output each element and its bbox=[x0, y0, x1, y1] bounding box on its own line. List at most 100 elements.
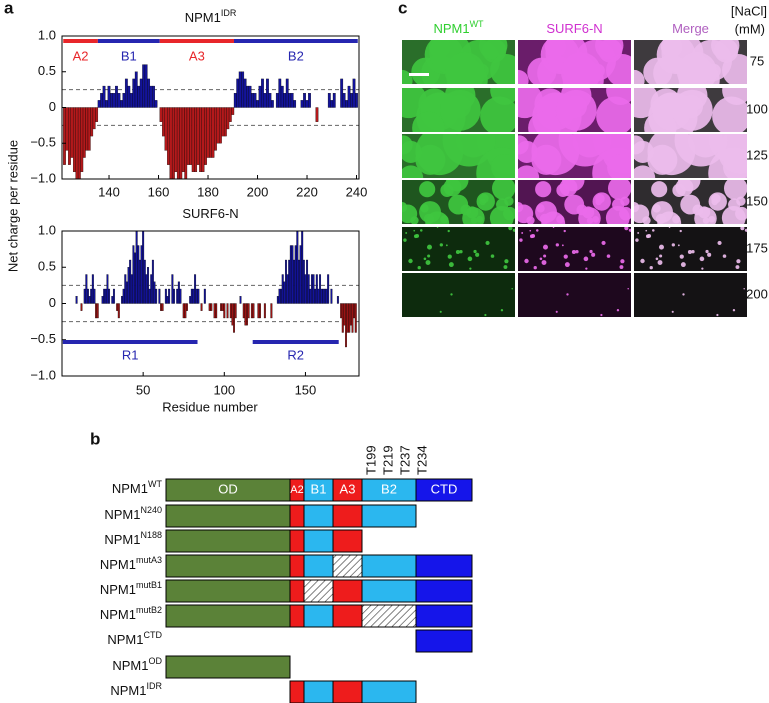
bar bbox=[103, 288, 106, 304]
bar bbox=[350, 93, 353, 108]
droplet bbox=[645, 234, 650, 239]
bar bbox=[293, 100, 297, 108]
droplet bbox=[436, 227, 439, 228]
domain-box bbox=[332, 554, 363, 578]
bar bbox=[302, 259, 305, 304]
bar bbox=[294, 245, 297, 304]
bar bbox=[281, 274, 284, 304]
droplet bbox=[485, 240, 490, 246]
bar bbox=[171, 274, 174, 304]
micrograph-background bbox=[518, 273, 631, 317]
bar bbox=[145, 274, 148, 304]
droplet bbox=[475, 252, 480, 257]
bar bbox=[100, 93, 103, 108]
droplet bbox=[564, 262, 570, 268]
plot-frame bbox=[61, 230, 360, 377]
bar bbox=[340, 303, 343, 319]
droplet bbox=[607, 180, 631, 200]
bar bbox=[231, 303, 234, 326]
droplet bbox=[645, 229, 648, 232]
droplet bbox=[606, 53, 631, 84]
x-tick-label: 180 bbox=[197, 184, 219, 199]
droplet bbox=[417, 266, 421, 270]
region-bar bbox=[234, 39, 358, 43]
droplet bbox=[519, 238, 523, 242]
droplet bbox=[655, 257, 659, 261]
bar bbox=[110, 93, 113, 108]
bar bbox=[275, 93, 279, 108]
bar bbox=[96, 303, 99, 319]
bar bbox=[241, 71, 245, 108]
droplet bbox=[526, 216, 535, 224]
bar bbox=[120, 100, 123, 108]
bar bbox=[233, 93, 237, 108]
bar bbox=[83, 288, 86, 304]
droplet bbox=[536, 204, 545, 213]
bar bbox=[85, 274, 88, 304]
bar bbox=[327, 274, 330, 304]
bar bbox=[263, 93, 267, 108]
construct-name-sup: IDR bbox=[147, 681, 163, 691]
micrograph bbox=[402, 40, 515, 84]
droplet bbox=[511, 288, 513, 290]
bar bbox=[322, 288, 325, 304]
bar bbox=[139, 78, 143, 108]
domain-box bbox=[332, 604, 363, 628]
bar bbox=[143, 259, 146, 304]
chart-title: SURF6-N bbox=[182, 206, 238, 221]
domain-box bbox=[303, 579, 334, 603]
x-tick-label: 160 bbox=[148, 184, 170, 199]
bar bbox=[87, 288, 89, 304]
droplet bbox=[426, 244, 432, 250]
droplet bbox=[405, 232, 408, 234]
droplet bbox=[743, 288, 745, 290]
bar bbox=[231, 107, 235, 115]
bar bbox=[95, 303, 98, 319]
droplet bbox=[448, 262, 454, 268]
y-tick-label: 1.0 bbox=[38, 222, 56, 237]
domain-box bbox=[415, 604, 473, 628]
droplet bbox=[524, 258, 529, 264]
x-tick-label: 100 bbox=[213, 382, 235, 397]
bar bbox=[179, 288, 182, 304]
droplet bbox=[607, 153, 631, 178]
bar bbox=[214, 107, 217, 151]
micrograph bbox=[634, 180, 747, 224]
bar bbox=[134, 252, 136, 304]
droplet bbox=[624, 227, 629, 231]
y-tick-label: 1.0 bbox=[38, 27, 56, 42]
bar bbox=[257, 303, 260, 319]
bar bbox=[303, 93, 306, 108]
droplet bbox=[403, 238, 407, 242]
droplet bbox=[740, 227, 745, 231]
bar bbox=[253, 93, 257, 108]
bar bbox=[129, 259, 132, 304]
bar bbox=[164, 288, 167, 304]
domain-box bbox=[332, 529, 363, 553]
domain-box bbox=[361, 680, 417, 703]
y-tick-label: 0.5 bbox=[38, 259, 56, 274]
droplet bbox=[634, 135, 645, 155]
bar bbox=[166, 296, 169, 304]
bar bbox=[112, 288, 115, 304]
bar bbox=[246, 85, 250, 108]
bar bbox=[229, 303, 232, 319]
bar bbox=[247, 303, 250, 319]
bar bbox=[177, 281, 180, 304]
droplet bbox=[619, 206, 631, 221]
droplet bbox=[469, 267, 472, 270]
bar bbox=[342, 93, 346, 108]
bar bbox=[137, 245, 140, 304]
bar bbox=[192, 288, 195, 304]
bar bbox=[138, 259, 141, 304]
bar bbox=[323, 288, 326, 304]
bar bbox=[162, 107, 165, 137]
condition-value: 100 bbox=[746, 101, 768, 116]
bar bbox=[144, 64, 148, 108]
construct-name-main: NPM1 bbox=[104, 507, 140, 522]
bar bbox=[213, 303, 216, 319]
bar bbox=[182, 303, 185, 319]
construct-name-main: NPM1 bbox=[107, 632, 143, 647]
condition-value: 75 bbox=[750, 53, 764, 68]
